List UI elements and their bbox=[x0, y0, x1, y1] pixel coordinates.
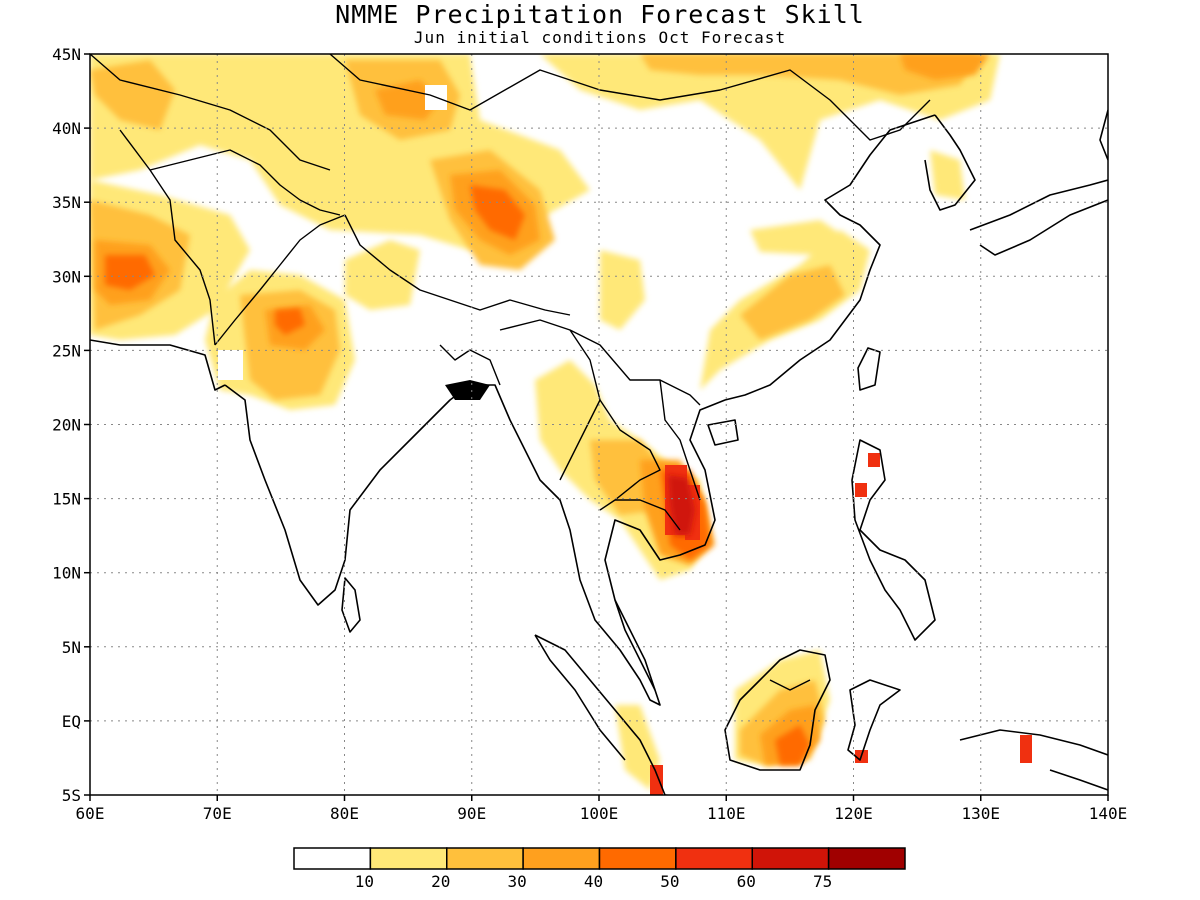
x-tick-label: 140E bbox=[1089, 804, 1128, 823]
colorbar-label: 60 bbox=[737, 872, 756, 891]
missing-cell-2 bbox=[218, 350, 243, 380]
skill-cell-sumatra bbox=[650, 765, 663, 795]
y-tick-label: 40N bbox=[52, 119, 81, 138]
y-tick-label: 15N bbox=[52, 490, 81, 509]
coastline-india bbox=[224, 384, 546, 606]
skill-area-borneo-red bbox=[775, 725, 810, 765]
border-vietnam-laos bbox=[659, 379, 701, 501]
skill-area-himalaya bbox=[345, 240, 420, 310]
skill-area-iran-red bbox=[105, 255, 155, 290]
border-pakistan-india bbox=[214, 214, 346, 346]
colorbar-label: 40 bbox=[584, 872, 603, 891]
colorbar-label: 75 bbox=[813, 872, 832, 891]
skill-area-central-asia-orange bbox=[90, 60, 175, 130]
y-tick-label: 30N bbox=[52, 267, 81, 286]
skill-area-mongolia-darkorange bbox=[900, 54, 990, 80]
colorbar-swatch bbox=[827, 847, 906, 870]
y-tick-label: 35N bbox=[52, 193, 81, 212]
coastline-japan bbox=[969, 109, 1108, 256]
colorbar-swatch bbox=[751, 847, 830, 870]
skill-area-bangladesh bbox=[445, 380, 490, 400]
colorbar-swatch bbox=[675, 847, 753, 870]
border-china-indochina bbox=[569, 329, 701, 406]
colorbar-swatch bbox=[598, 847, 677, 870]
colorbar bbox=[293, 847, 906, 870]
coastline-philippines bbox=[851, 439, 936, 641]
colorbar-label: 50 bbox=[660, 872, 679, 891]
x-tick-label: 100E bbox=[580, 804, 619, 823]
x-tick-label: 90E bbox=[457, 804, 486, 823]
skill-cell-newguinea bbox=[1020, 735, 1032, 763]
skill-cell-luzon-2 bbox=[855, 483, 867, 497]
y-tick-label: 45N bbox=[52, 45, 81, 64]
coastline-malaya bbox=[614, 599, 656, 691]
skill-area-india-red bbox=[275, 308, 305, 335]
y-tick-label: 10N bbox=[52, 564, 81, 583]
coastline-taiwan bbox=[857, 347, 881, 391]
border-china-north bbox=[90, 54, 331, 171]
y-tick-label: 5S bbox=[62, 786, 81, 805]
colorbar-swatch bbox=[446, 847, 524, 870]
skill-area-yunnan bbox=[600, 250, 645, 330]
colorbar-label: 30 bbox=[507, 872, 526, 891]
axis-ticks bbox=[84, 53, 1109, 801]
border-bangladesh bbox=[439, 344, 501, 386]
skill-area-xinjiang-darkorange bbox=[375, 80, 440, 120]
y-tick-label: 5N bbox=[62, 638, 81, 657]
coastline-hainan bbox=[707, 419, 739, 446]
coastline-newguinea bbox=[959, 729, 1108, 791]
skill-area-sumatra bbox=[615, 705, 660, 790]
skill-area-southchina-orange bbox=[740, 265, 845, 340]
y-axis-labels: 45N 40N 35N 30N 25N 20N 15N 10N 5N EQ 5S bbox=[52, 45, 81, 805]
x-tick-label: 130E bbox=[961, 804, 1000, 823]
border-afghanistan bbox=[149, 149, 341, 216]
coastline-borneo bbox=[724, 649, 831, 771]
x-tick-label: 80E bbox=[330, 804, 359, 823]
coastline-layer bbox=[90, 109, 1108, 795]
country-border-layer bbox=[90, 54, 931, 691]
skill-area-korea bbox=[930, 150, 965, 200]
x-tick-label: 60E bbox=[76, 804, 105, 823]
skill-area-tibet-red bbox=[470, 185, 525, 240]
gridlines bbox=[90, 54, 1108, 795]
colorbar-label: 20 bbox=[431, 872, 450, 891]
coastline-sumatra bbox=[534, 634, 666, 795]
y-tick-label: 20N bbox=[52, 416, 81, 435]
coastline-srilanka bbox=[341, 577, 361, 633]
map-title: NMME Precipitation Forecast Skill bbox=[335, 0, 865, 29]
border-borneo bbox=[769, 679, 811, 691]
colorbar-swatch bbox=[522, 847, 601, 870]
colorbar-label: 10 bbox=[355, 872, 374, 891]
colorbar-labels: 10 20 30 40 50 60 75 bbox=[355, 872, 833, 891]
x-axis-labels: 60E 70E 80E 90E 100E 110E 120E 130E 140E bbox=[76, 804, 1128, 823]
y-tick-label: 25N bbox=[52, 341, 81, 360]
colorbar-swatch bbox=[369, 847, 448, 870]
colorbar-swatch bbox=[293, 847, 372, 870]
x-tick-label: 110E bbox=[707, 804, 746, 823]
coastline-korea bbox=[924, 114, 976, 211]
coastline-sulawesi bbox=[847, 679, 901, 761]
border-cambodia bbox=[615, 499, 681, 531]
border-himalaya bbox=[344, 214, 571, 316]
skill-area-east-china bbox=[750, 220, 850, 255]
coastline-arabia-iran bbox=[90, 339, 226, 391]
border-myanmar bbox=[499, 319, 601, 481]
y-tick-label: EQ bbox=[62, 712, 81, 731]
map-subtitle: Jun initial conditions Oct Forecast bbox=[413, 28, 787, 47]
coastline-indochina bbox=[544, 114, 936, 706]
skill-cell-luzon-1 bbox=[868, 453, 880, 467]
x-tick-label: 120E bbox=[834, 804, 873, 823]
border-china-mongolia bbox=[329, 54, 931, 141]
skill-area-vietnam-darkred bbox=[668, 475, 695, 535]
x-tick-label: 70E bbox=[203, 804, 232, 823]
skill-area-mongolia-orange bbox=[640, 54, 980, 95]
